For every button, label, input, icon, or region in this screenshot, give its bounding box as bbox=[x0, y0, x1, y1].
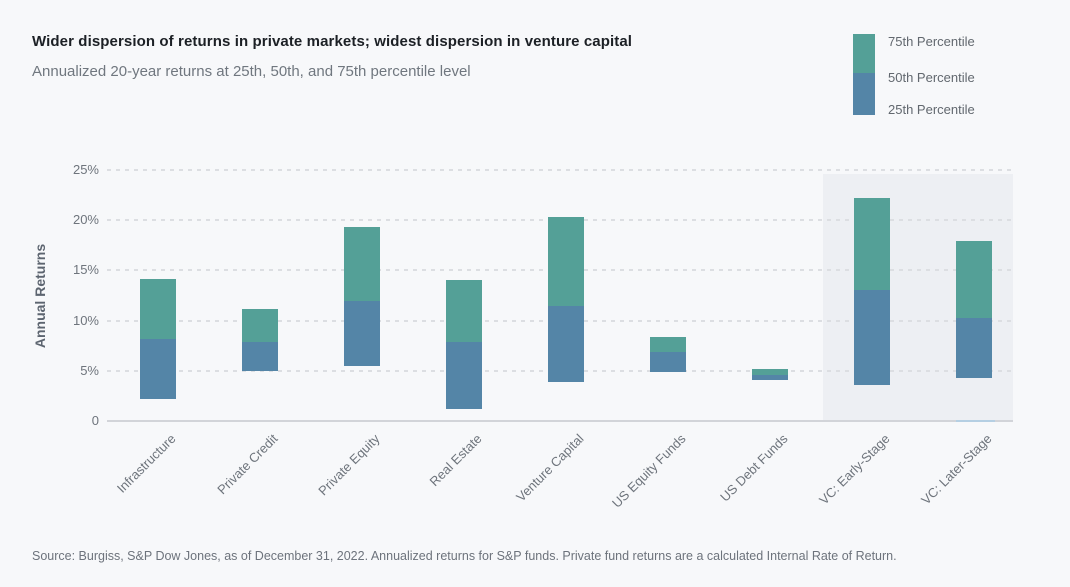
bar-segment-50th-25th bbox=[548, 305, 584, 382]
x-tick-label-venture-capital: Venture Capital bbox=[513, 431, 587, 505]
bar-private-equity[interactable] bbox=[344, 227, 380, 366]
legend-item-50th-percentile[interactable]: 50th Percentile bbox=[888, 70, 975, 85]
bar-vc-early-stage[interactable] bbox=[854, 198, 890, 385]
y-tick-label: 15% bbox=[72, 262, 99, 278]
y-tick-label: 10% bbox=[72, 312, 99, 328]
bar-segment-50th-25th bbox=[140, 338, 176, 399]
legend-swatch-lower-blue bbox=[853, 73, 875, 115]
bar-segment-75th-50th bbox=[752, 368, 788, 375]
x-tick-label-us-equity-funds: US Equity Funds bbox=[609, 431, 689, 511]
axis-highlight-segment bbox=[956, 420, 995, 422]
bar-segment-75th-50th bbox=[242, 308, 278, 342]
y-tick-label: 0 bbox=[91, 413, 99, 428]
bar-segment-50th-25th bbox=[242, 341, 278, 371]
gridline-25% bbox=[107, 169, 1013, 171]
y-tick-label: 25% bbox=[72, 162, 99, 177]
bar-segment-75th-50th bbox=[140, 279, 176, 339]
bar-infrastructure[interactable] bbox=[140, 279, 176, 399]
bar-segment-50th-25th bbox=[752, 374, 788, 380]
chart-subtitle: Annualized 20-year returns at 25th, 50th… bbox=[32, 63, 471, 80]
bar-segment-50th-25th bbox=[344, 300, 380, 366]
chart-title: Wider dispersion of returns in private m… bbox=[32, 33, 633, 50]
legend-item-25th-percentile[interactable]: 25th Percentile bbox=[888, 102, 975, 117]
bar-segment-75th-50th bbox=[344, 227, 380, 301]
legend-item-75th-percentile[interactable]: 75th Percentile bbox=[888, 34, 975, 49]
bar-segment-75th-50th bbox=[446, 280, 482, 342]
bar-private-credit[interactable] bbox=[242, 308, 278, 371]
x-tick-label-real-estate: Real Estate bbox=[426, 431, 485, 490]
bar-venture-capital[interactable] bbox=[548, 217, 584, 382]
bar-segment-75th-50th bbox=[956, 241, 992, 318]
bar-segment-50th-25th bbox=[956, 317, 992, 378]
legend-swatch-upper-green bbox=[853, 34, 875, 73]
x-tick-label-vc-later-stage: VC: Later-Stage bbox=[918, 431, 995, 508]
source-note: Source: Burgiss, S&P Dow Jones, as of De… bbox=[32, 549, 897, 563]
x-tick-label-us-debt-funds: US Debt Funds bbox=[717, 431, 791, 505]
x-tick-label-private-credit: Private Credit bbox=[214, 431, 281, 498]
bar-segment-75th-50th bbox=[650, 336, 686, 352]
bar-us-equity-funds[interactable] bbox=[650, 336, 686, 372]
x-tick-label-private-equity: Private Equity bbox=[315, 431, 383, 499]
bar-segment-50th-25th bbox=[446, 341, 482, 409]
x-axis-line bbox=[107, 420, 1013, 422]
y-tick-label: 20% bbox=[72, 212, 99, 228]
bar-segment-75th-50th bbox=[548, 217, 584, 306]
bar-real-estate[interactable] bbox=[446, 280, 482, 409]
bar-us-debt-funds[interactable] bbox=[752, 368, 788, 380]
legend-swatch bbox=[853, 34, 875, 115]
bar-segment-50th-25th bbox=[854, 290, 890, 385]
x-tick-label-infrastructure: Infrastructure bbox=[113, 431, 179, 496]
bar-vc-later-stage[interactable] bbox=[956, 241, 992, 378]
x-tick-label-vc-early-stage: VC: Early-Stage bbox=[816, 431, 893, 508]
y-tick-label: 5% bbox=[80, 362, 99, 378]
bar-segment-50th-25th bbox=[650, 351, 686, 372]
bar-segment-75th-50th bbox=[854, 198, 890, 291]
